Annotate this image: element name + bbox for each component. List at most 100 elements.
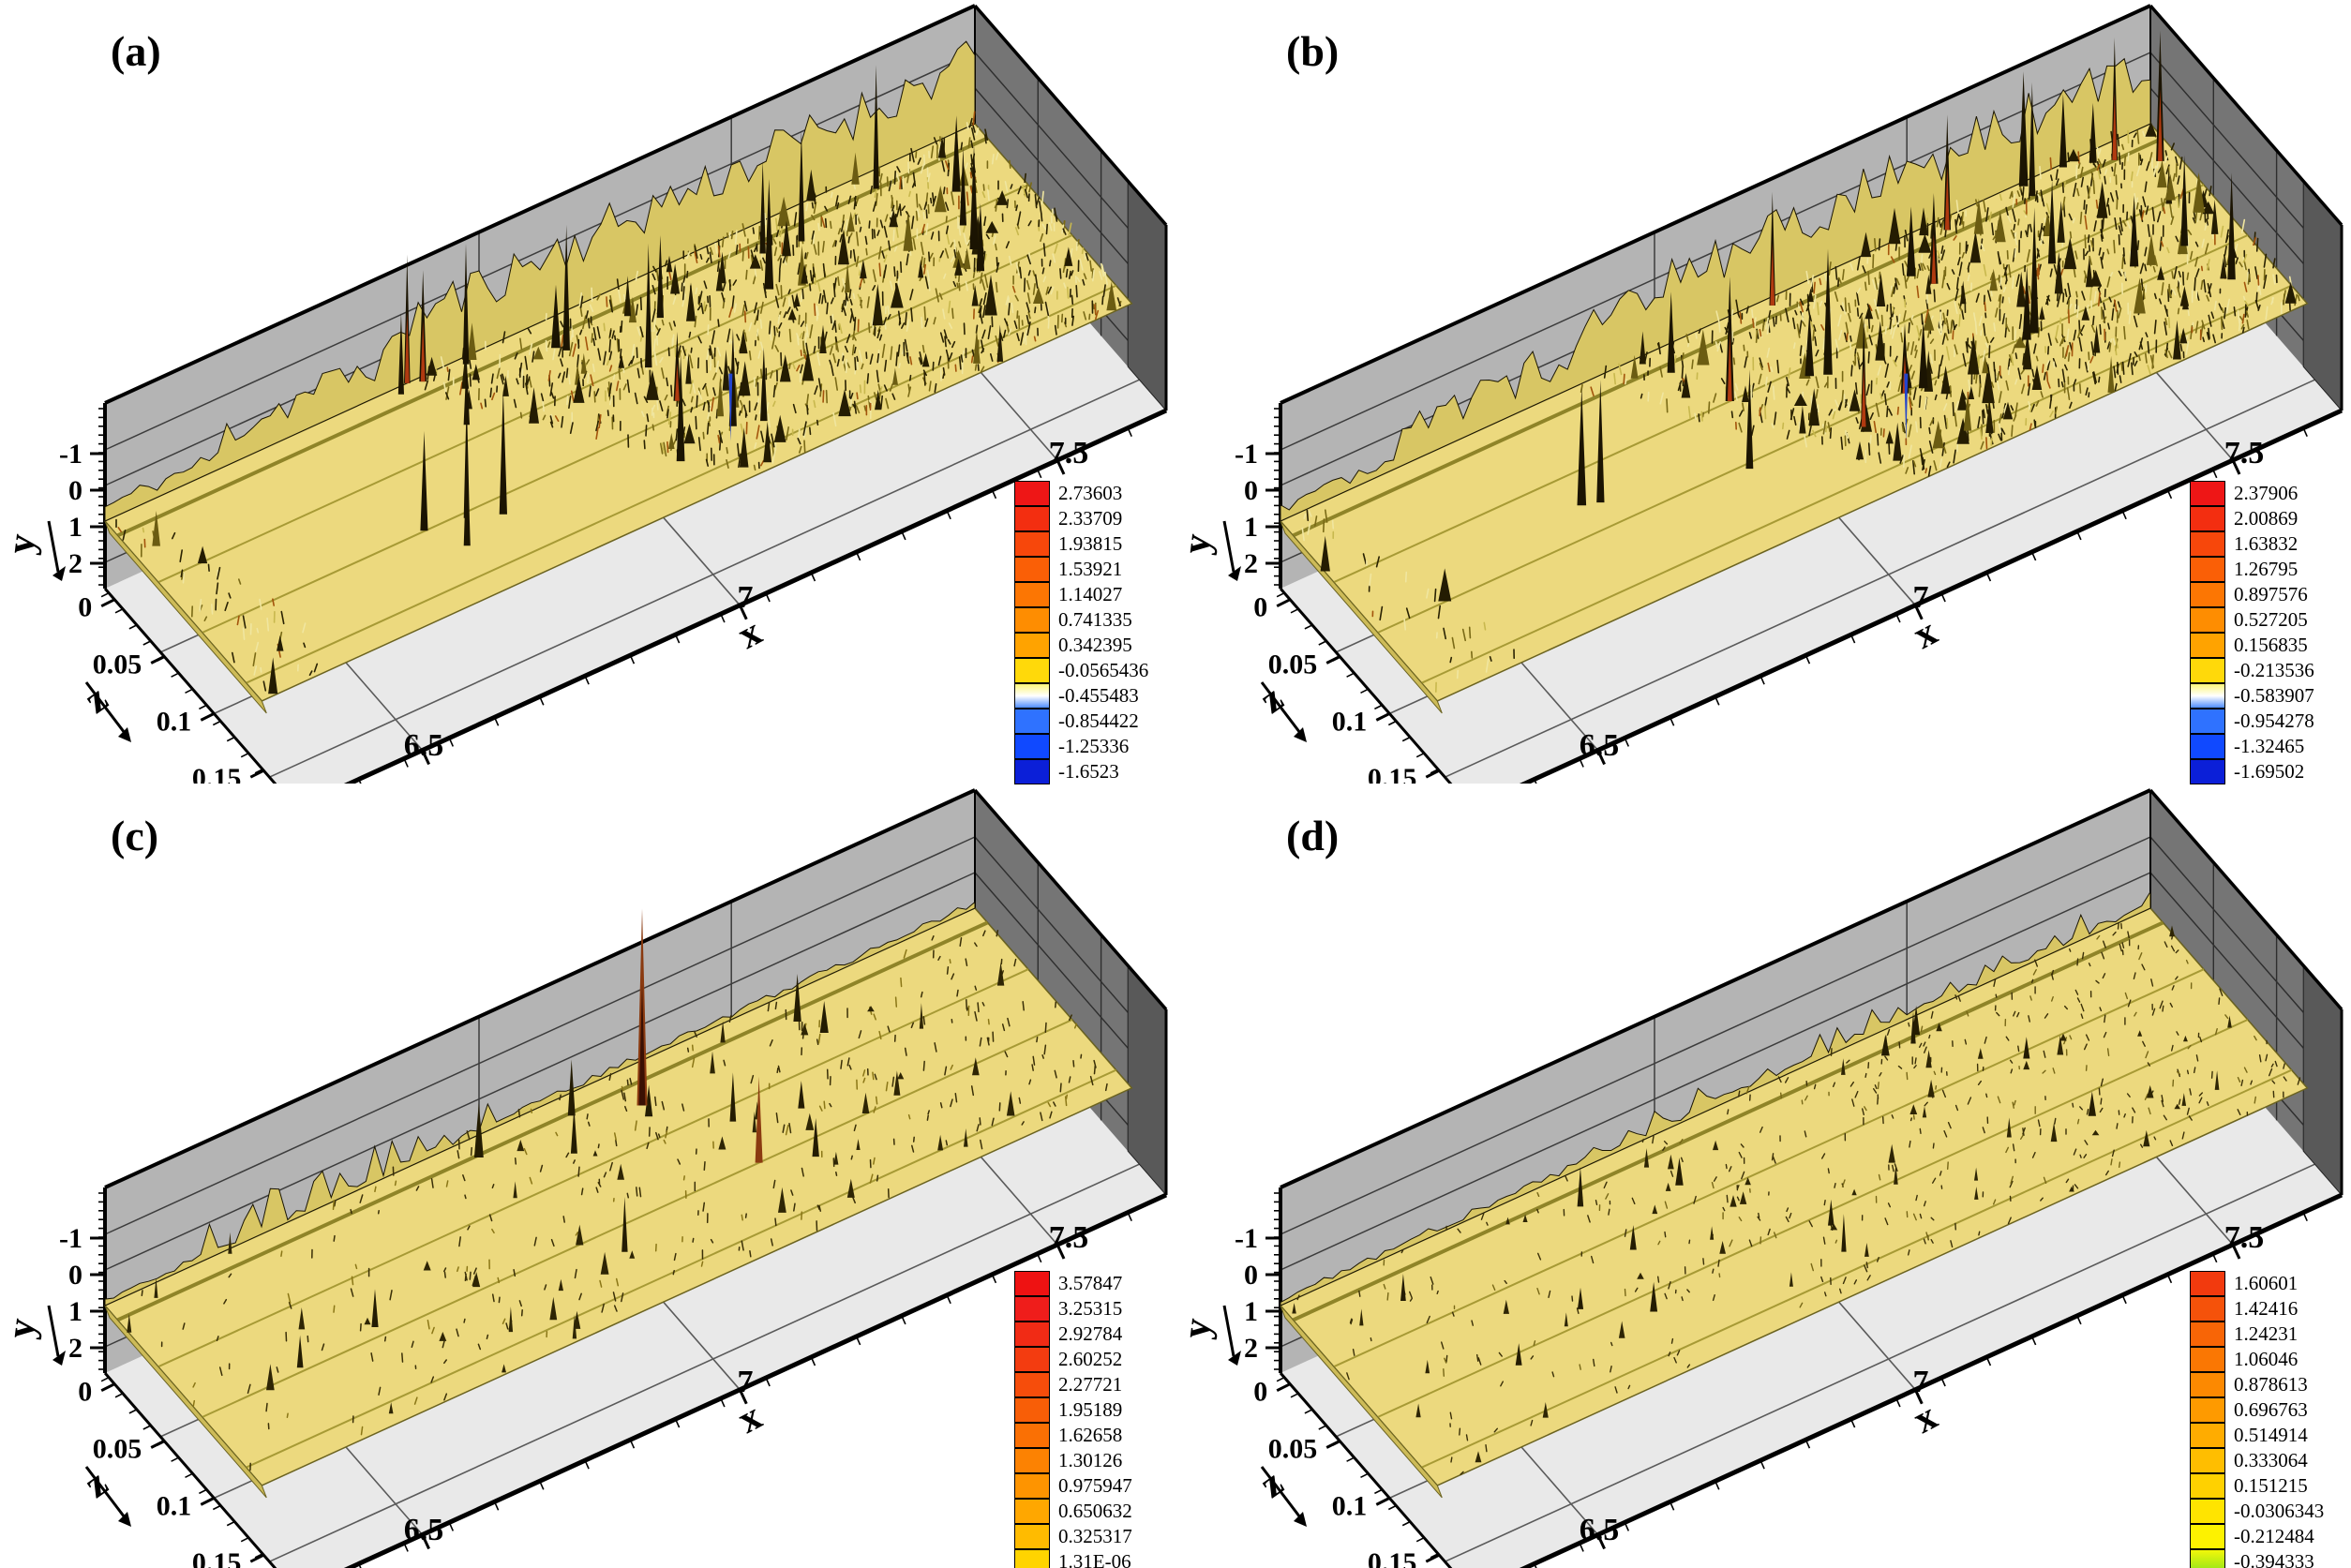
svg-text:2: 2 bbox=[68, 1333, 82, 1364]
svg-text:0.15: 0.15 bbox=[1368, 763, 1417, 784]
legend-value: 0.878613 bbox=[2234, 1373, 2308, 1396]
legend-swatch bbox=[2190, 1472, 2225, 1499]
legend-row: 0.975947 bbox=[1014, 1472, 1132, 1499]
legend-swatch bbox=[1014, 505, 1050, 531]
legend-value: -1.25336 bbox=[1058, 735, 1130, 757]
legend-swatch bbox=[1014, 1371, 1050, 1397]
panel-a-label: (a) bbox=[111, 27, 161, 75]
legend-swatch bbox=[2190, 632, 2225, 658]
legend-row: -0.0565436 bbox=[1014, 657, 1149, 683]
legend-value: 2.73603 bbox=[1058, 482, 1123, 504]
legend-swatch bbox=[1014, 606, 1050, 633]
svg-text:0: 0 bbox=[68, 475, 82, 506]
legend-swatch bbox=[1014, 581, 1050, 607]
legend-value: 1.30126 bbox=[1058, 1449, 1123, 1471]
legend-swatch bbox=[2190, 733, 2225, 759]
legend-swatch bbox=[1014, 1447, 1050, 1473]
legend-swatch bbox=[2190, 682, 2225, 709]
legend-swatch bbox=[2190, 1396, 2225, 1423]
legend-swatch bbox=[1014, 1422, 1050, 1448]
legend-value: 2.00869 bbox=[2234, 507, 2299, 530]
legend-swatch bbox=[2190, 1498, 2225, 1524]
legend-value: -0.583907 bbox=[2234, 684, 2314, 707]
svg-text:0.15: 0.15 bbox=[192, 763, 242, 784]
legend-value: 0.151215 bbox=[2234, 1474, 2308, 1497]
svg-text:6.5: 6.5 bbox=[1580, 1513, 1620, 1547]
legend-value: -1.32465 bbox=[2234, 735, 2305, 757]
svg-text:0.05: 0.05 bbox=[1268, 650, 1318, 680]
svg-text:0.1: 0.1 bbox=[1332, 1490, 1368, 1521]
svg-text:0.05: 0.05 bbox=[1268, 1434, 1318, 1465]
svg-text:6.5: 6.5 bbox=[1580, 728, 1620, 763]
legend-swatch bbox=[2190, 556, 2225, 582]
legend-value: 0.325317 bbox=[1058, 1525, 1132, 1547]
legend-swatch bbox=[1014, 1498, 1050, 1524]
legend-row: -0.212484 bbox=[2190, 1523, 2324, 1549]
colorbar-legend-a: 2.73603 2.33709 1.93815 1.53921 1.14027 0.741… bbox=[1014, 480, 1149, 784]
svg-text:2: 2 bbox=[1244, 548, 1258, 579]
legend-value: -0.455483 bbox=[1058, 684, 1139, 707]
svg-text:7.5: 7.5 bbox=[2224, 436, 2265, 470]
svg-text:x: x bbox=[1907, 1395, 1944, 1441]
legend-row: 2.00869 bbox=[2190, 505, 2314, 531]
legend-swatch bbox=[1014, 556, 1050, 582]
legend-value: 1.93815 bbox=[1058, 532, 1123, 555]
legend-row: 0.527205 bbox=[2190, 606, 2314, 633]
legend-value: 1.14027 bbox=[1058, 583, 1123, 605]
legend-swatch bbox=[1014, 1548, 1050, 1568]
legend-row: -0.213536 bbox=[2190, 657, 2314, 683]
legend-value: 1.62658 bbox=[1058, 1424, 1123, 1446]
legend-row: 1.42416 bbox=[2190, 1295, 2324, 1322]
legend-row: -1.6523 bbox=[1014, 758, 1148, 784]
svg-text:0.15: 0.15 bbox=[192, 1547, 242, 1568]
panel-a: (a) -1 0 1 2 0 0.05 0.1 0.15 6.5 7 7.5 y z x 2.73603 2… bbox=[0, 0, 1176, 784]
svg-text:x: x bbox=[731, 610, 769, 657]
legend-row: 0.156835 bbox=[2190, 632, 2314, 658]
svg-text:1: 1 bbox=[68, 512, 82, 543]
legend-value: 1.06046 bbox=[2234, 1348, 2299, 1370]
svg-text:6.5: 6.5 bbox=[404, 728, 444, 763]
svg-text:0.05: 0.05 bbox=[93, 650, 142, 680]
legend-value: -0.0306343 bbox=[2234, 1500, 2325, 1522]
legend-swatch bbox=[2190, 708, 2225, 734]
legend-value: 0.333064 bbox=[2234, 1449, 2308, 1471]
legend-row: 0.151215 bbox=[2190, 1472, 2324, 1499]
legend-row: 0.696763 bbox=[2190, 1396, 2324, 1423]
legend-value: -0.0565436 bbox=[1058, 659, 1149, 681]
legend-value: 2.33709 bbox=[1058, 507, 1123, 530]
svg-text:7: 7 bbox=[1913, 1365, 1929, 1399]
svg-text:y: y bbox=[0, 1316, 44, 1340]
legend-row: -0.394333 bbox=[2190, 1548, 2324, 1568]
legend-value: 1.60601 bbox=[2234, 1272, 2299, 1294]
legend-row: 2.92784 bbox=[1014, 1321, 1132, 1347]
legend-row: 1.63832 bbox=[2190, 530, 2314, 557]
svg-text:7: 7 bbox=[738, 580, 754, 615]
legend-row: 2.33709 bbox=[1014, 505, 1148, 531]
legend-row: 0.650632 bbox=[1014, 1498, 1132, 1524]
legend-value: -0.213536 bbox=[2234, 659, 2314, 681]
legend-row: -1.32465 bbox=[2190, 733, 2314, 759]
legend-value: 1.42416 bbox=[2234, 1297, 2299, 1320]
legend-row: 0.342395 bbox=[1014, 632, 1148, 658]
svg-text:-1: -1 bbox=[1235, 439, 1258, 470]
legend-value: 0.650632 bbox=[1058, 1500, 1132, 1522]
legend-swatch bbox=[1014, 682, 1050, 709]
legend-row: 1.62658 bbox=[1014, 1422, 1132, 1448]
legend-swatch bbox=[2190, 1422, 2225, 1448]
legend-row: 1.60601 bbox=[2190, 1270, 2324, 1296]
legend-value: 1.31E-06 bbox=[1058, 1550, 1131, 1568]
legend-row: -1.69502 bbox=[2190, 758, 2314, 784]
legend-value: 1.63832 bbox=[2234, 532, 2299, 555]
legend-row: 0.878613 bbox=[2190, 1371, 2324, 1397]
svg-text:x: x bbox=[731, 1395, 769, 1441]
legend-swatch bbox=[1014, 1321, 1050, 1347]
legend-swatch bbox=[1014, 1346, 1050, 1372]
svg-text:y: y bbox=[1176, 531, 1220, 556]
legend-value: 0.527205 bbox=[2234, 608, 2308, 631]
legend-row: 0.514914 bbox=[2190, 1422, 2324, 1448]
legend-swatch bbox=[2190, 1447, 2225, 1473]
legend-swatch bbox=[2190, 505, 2225, 531]
